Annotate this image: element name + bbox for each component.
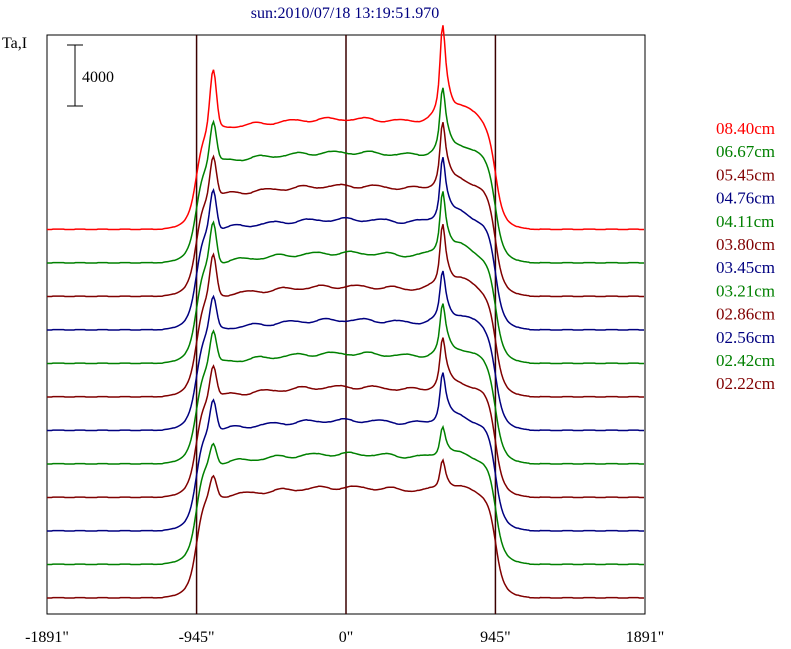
x-tick-label-3: 945" <box>480 629 511 646</box>
chart-title: sun:2010/07/18 13:19:51.970 <box>251 5 439 22</box>
scale-bar: 4000 <box>67 44 114 107</box>
limb-markers <box>195 35 497 614</box>
series-line-04.76cm <box>47 157 644 331</box>
series-line-02.56cm <box>47 372 644 532</box>
series-line-03.21cm <box>47 303 644 465</box>
x-tick-label-2: 0" <box>339 629 354 646</box>
series-line-04.11cm <box>47 191 644 365</box>
scale-bar-label: 4000 <box>82 69 114 86</box>
series-line-03.45cm <box>47 270 644 432</box>
legend-entry-03.45cm: 03.45cm <box>716 258 775 277</box>
series-line-02.86cm <box>47 337 644 499</box>
x-tick-labels: -1891" -945" 0" 945" 1891" <box>25 629 664 646</box>
legend-entry-04.76cm: 04.76cm <box>716 189 775 208</box>
legend-entry-02.86cm: 02.86cm <box>716 305 775 324</box>
series-lines <box>47 25 644 599</box>
series-line-03.80cm <box>47 224 644 398</box>
legend-entry-02.42cm: 02.42cm <box>716 351 775 370</box>
legend-entry-08.40cm: 08.40cm <box>716 119 775 138</box>
x-tick-label-0: -1891" <box>25 629 69 646</box>
legend-entry-03.80cm: 03.80cm <box>716 235 775 254</box>
legend-entry-03.21cm: 03.21cm <box>716 281 775 300</box>
legend-entry-06.67cm: 06.67cm <box>716 142 775 161</box>
series-line-02.22cm <box>47 458 644 599</box>
legend-entry-04.11cm: 04.11cm <box>716 212 774 231</box>
legend: 08.40cm 06.67cm 05.45cm 04.76cm 04.11cm 03.80… <box>716 119 775 393</box>
series-line-06.67cm <box>47 87 644 264</box>
legend-entry-02.22cm: 02.22cm <box>716 374 775 393</box>
x-tick-label-4: 1891" <box>626 629 665 646</box>
legend-entry-05.45cm: 05.45cm <box>716 165 775 184</box>
legend-entry-02.56cm: 02.56cm <box>716 328 775 347</box>
series-line-02.42cm <box>47 424 644 566</box>
y-axis-label: Ta,I <box>2 35 27 52</box>
series-line-05.45cm <box>47 122 644 298</box>
series-line-08.40cm <box>47 25 644 231</box>
x-tick-label-1: -945" <box>179 629 215 646</box>
